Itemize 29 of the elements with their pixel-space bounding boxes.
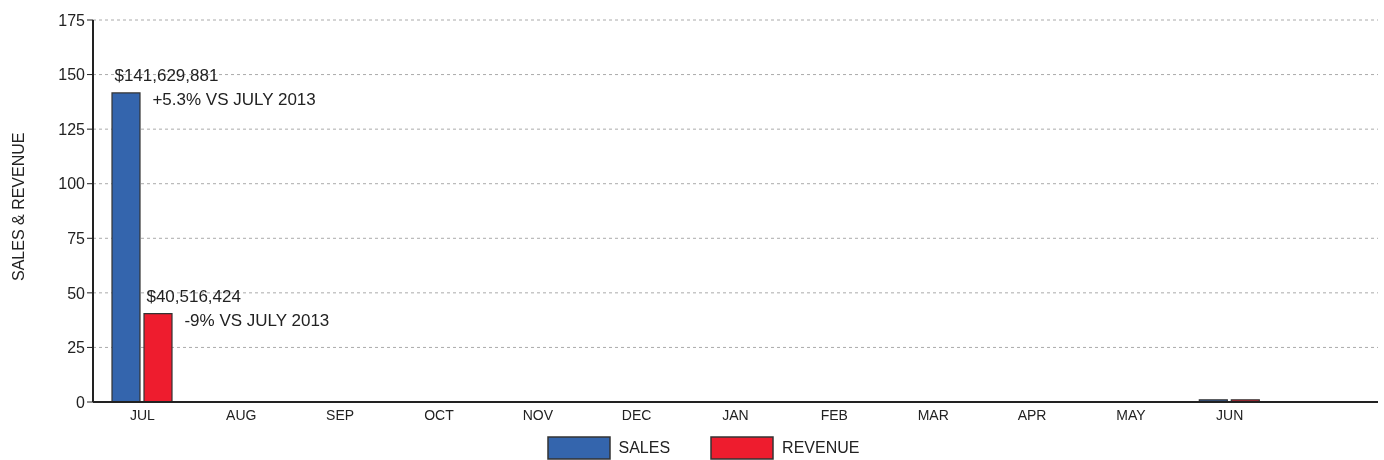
annotation: $141,629,881: [114, 65, 219, 85]
x-tick-label: JAN: [722, 406, 749, 423]
x-tick-label: DEC: [621, 406, 652, 423]
y-axis-title: SALES & REVENUE: [9, 132, 27, 281]
x-tick-label: MAY: [1116, 406, 1147, 423]
y-tick-label: 0: [76, 393, 86, 411]
legend-label: SALES: [618, 439, 671, 457]
x-tick-label: JUL: [129, 406, 156, 423]
x-tick-label: APR: [1017, 406, 1047, 423]
x-tick-label: AUG: [226, 406, 257, 423]
bar: [111, 92, 141, 402]
x-tick-label: OCT: [424, 406, 455, 423]
x-tick-label: FEB: [820, 406, 848, 423]
y-tick-label: 25: [67, 339, 86, 357]
legend-label: REVENUE: [782, 439, 860, 457]
x-tick-label: MAR: [917, 406, 949, 423]
y-tick-label: 150: [58, 66, 86, 84]
bar: [143, 312, 173, 402]
y-tick-label: 175: [58, 11, 86, 29]
x-tick-label: SEP: [326, 406, 355, 423]
x-tick-label: NOV: [522, 406, 554, 423]
y-tick-label: 50: [67, 284, 86, 302]
annotation: -9% VS JULY 2013: [184, 310, 330, 330]
y-tick-label: 100: [58, 175, 86, 193]
annotation: $40,516,424: [146, 286, 241, 306]
y-tick-label: 75: [67, 229, 86, 247]
x-tick-label: JUN: [1216, 406, 1244, 423]
annotation: +5.3% VS JULY 2013: [152, 89, 316, 109]
y-tick-label: 125: [58, 120, 86, 138]
